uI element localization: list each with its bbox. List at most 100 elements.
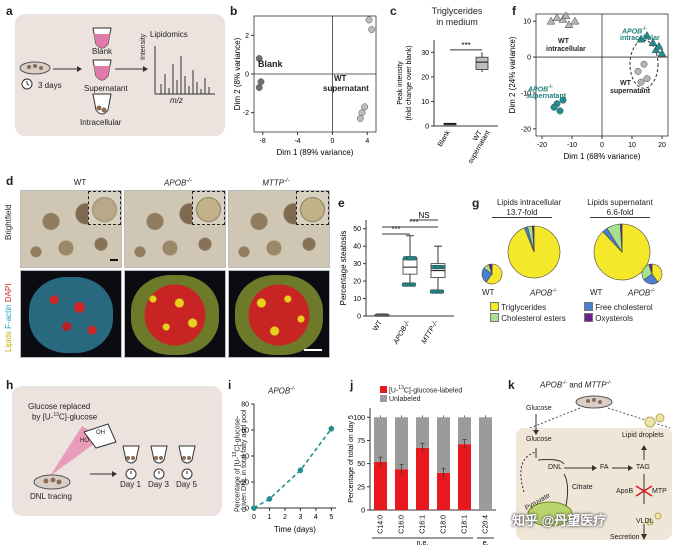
- scatter-point-f: [657, 48, 667, 57]
- y-tick-label-e: 30: [353, 261, 361, 268]
- brightfield-mttp-inset: [296, 191, 329, 225]
- y-tick-label-b: 2: [245, 33, 249, 40]
- wt-group-label-2: supernatant: [323, 84, 369, 93]
- box-c: [475, 56, 489, 70]
- panel-letter-i: i: [228, 378, 232, 392]
- x-tick-label-b: 0: [330, 138, 334, 145]
- dnl-time-course: 0 1 2 3 4 5 0 20 40 60 80 Time (days): [241, 402, 336, 534]
- stacked-bar-j: [415, 447, 430, 510]
- panel-letter-j: j: [350, 378, 354, 392]
- x-tick-label-f: 0: [600, 142, 604, 149]
- y-tick-label-j: 75: [357, 438, 365, 445]
- day3-label: Day 3: [148, 480, 169, 489]
- data-point-i: [297, 467, 304, 474]
- x-tick-label-e: MTTP-/-: [421, 319, 440, 345]
- stacked-bar-j: [394, 417, 409, 470]
- scatter-point-f: [654, 41, 664, 50]
- scatter-point-f: [634, 67, 642, 75]
- y-tick-label-i: 60: [241, 428, 249, 435]
- x-tick-label-b: -4: [294, 138, 300, 145]
- pie-label-wt-sup: WT: [590, 288, 603, 297]
- y-axis-label-j: Percentage of total on day 5: [348, 415, 355, 503]
- y-axis-label-f: Dim 2 (24% variance): [508, 36, 517, 113]
- legend-oxysterols: Oxysterols: [584, 313, 633, 323]
- stacked-bar-j: [373, 417, 388, 462]
- fluorescence-row-label: Lipids F-actin DAPI: [4, 283, 13, 353]
- box-e: [402, 258, 418, 275]
- k-apob: ApoB: [616, 488, 634, 495]
- scatter-point-b: [358, 109, 366, 117]
- j-legend-labeled: [U-13C]-glucose-labeled: [380, 385, 462, 394]
- panel-letter-k: k: [508, 378, 515, 392]
- x-tick-label-f: 20: [658, 142, 666, 149]
- i-ylabel-2: driven DNL in total fatty acid pool: [241, 409, 248, 512]
- fluorescence-apob-image: [124, 270, 226, 358]
- col-title-apob: APOB-/-: [164, 178, 192, 188]
- sig-label-e-ns: NS: [418, 211, 429, 220]
- h-title-2: by [U-13C]-glucose: [32, 412, 98, 422]
- day1-label: Day 1: [120, 480, 141, 489]
- col-title-mttp: MTTP-/-: [262, 178, 290, 188]
- mz-label: m/z: [170, 96, 183, 105]
- y-tick-label-f: -20: [521, 126, 531, 133]
- pie-label-wt-intra: WT: [482, 288, 495, 297]
- wt-sup-label: WT: [620, 80, 631, 87]
- pie-slice-g: [488, 263, 493, 275]
- x-tick-label-c: WT: [472, 129, 484, 143]
- y-tick-label-b: -2: [243, 110, 249, 117]
- blank-label: Blank: [92, 47, 113, 56]
- x-axis-label-f: Dim 1 (68% variance): [564, 152, 641, 161]
- stacked-bar-j: [436, 472, 451, 510]
- pie-slice-g: [619, 223, 623, 253]
- k-lipid-droplets: Lipid droplets: [622, 432, 664, 439]
- k-mtp: MTP: [652, 488, 667, 495]
- labeled-fraction-bars: 0 25 50 75 100 C14:0 C16:0 C16:1 C18:0 C18:1 C20:4…: [348, 408, 496, 546]
- y-tick-label-f: 0: [527, 55, 531, 62]
- y-tick-label-e: 40: [353, 244, 361, 251]
- panel-c-title-2: in medium: [436, 17, 478, 27]
- x-tick-label-f: -20: [537, 142, 547, 149]
- stacked-bar-j: [373, 461, 388, 510]
- x-tick-label-i: 5: [329, 514, 333, 521]
- pie-slice-g: [651, 263, 663, 283]
- data-point-i: [328, 425, 335, 432]
- scatter-point-f: [550, 103, 558, 111]
- scatter-point-b: [356, 115, 364, 122]
- k-vldl: VLDL: [636, 518, 654, 525]
- panel-h-schematic: [33, 423, 196, 490]
- sig-label-e-2: ***: [409, 218, 418, 227]
- apob-sup-label: APOB-/-: [528, 84, 553, 94]
- y-tick-label-i: 40: [241, 454, 249, 461]
- scatter-point-f: [556, 107, 564, 115]
- stacked-bar-j: [436, 417, 451, 473]
- sig-label-e-1: ***: [391, 225, 400, 234]
- x-tick-label-b: 4: [365, 138, 369, 145]
- group-label-ne: n.e.: [417, 540, 429, 546]
- y-tick-label-e: 0: [357, 314, 361, 321]
- h-ho-label: HO: [80, 438, 89, 444]
- y-tick-label-c: 10: [421, 99, 429, 106]
- brightfield-wt-image: [20, 190, 122, 268]
- k-secretion: Secretion: [610, 534, 640, 541]
- dnl-tracing-label: DNL tracing: [30, 492, 72, 501]
- panel-letter-b: b: [230, 4, 238, 18]
- y-axis-label-e: Percentage steatosis: [339, 231, 348, 306]
- intra-fold-label: 13.7-fold: [492, 208, 552, 218]
- panel-letter-h: h: [6, 378, 14, 392]
- x-tick-label-f: 10: [628, 142, 636, 149]
- k-pathway-schematic: [516, 395, 672, 540]
- legend-cholesterol-esters: Cholesterol esters: [490, 313, 566, 323]
- pie-slice-g: [532, 225, 535, 253]
- data-point-e: [406, 256, 412, 261]
- sup-pie-title: Lipids supernatant: [587, 198, 653, 207]
- scale-bar-bf: [110, 259, 118, 261]
- y-tick-label-i: 80: [241, 402, 249, 409]
- panel-a-background: [15, 14, 225, 136]
- x-tick-label-i: 2: [283, 514, 287, 521]
- sig-label-c: ***: [461, 41, 470, 50]
- y-tick-label-j: 25: [357, 484, 365, 491]
- y-axis-label-c-2: (fold change over blank): [406, 45, 413, 120]
- x-axis-label-i: Time (days): [274, 525, 316, 534]
- group-label-e: e.: [483, 540, 489, 546]
- pie-label-apob-sup: APOB-/-: [628, 288, 655, 298]
